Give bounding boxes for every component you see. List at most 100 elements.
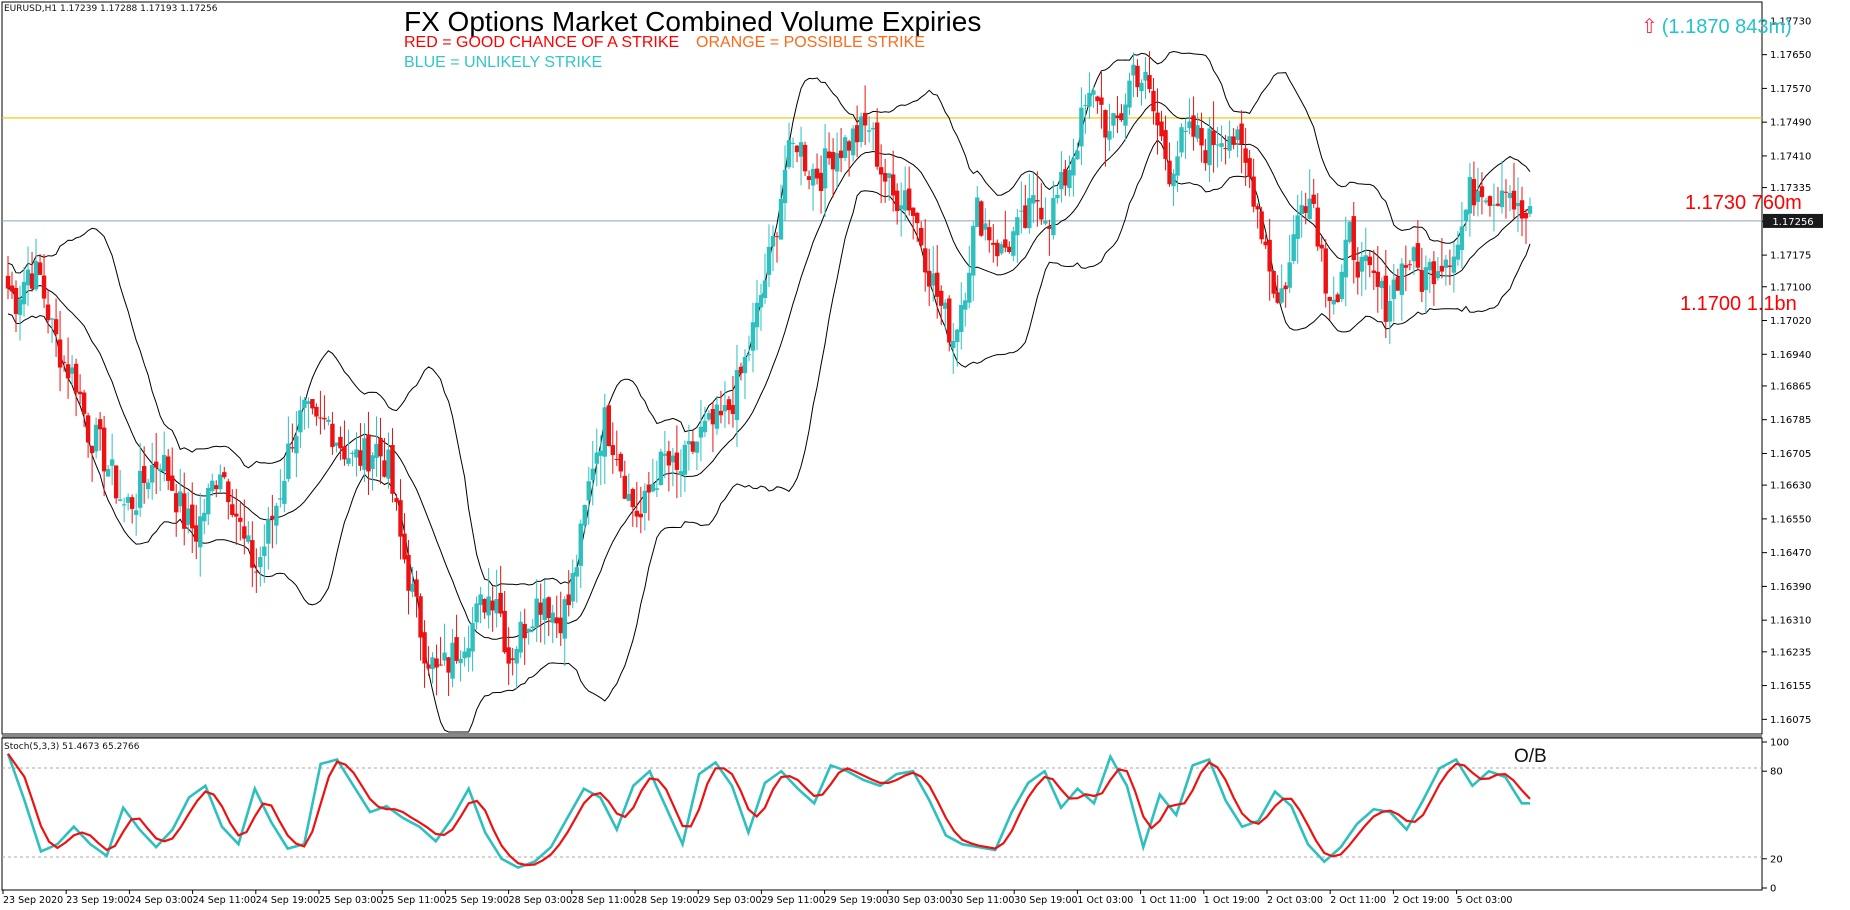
bb-middle xyxy=(7,101,1531,640)
candle-body xyxy=(1479,186,1485,198)
candle-body xyxy=(286,443,291,479)
candle-body xyxy=(438,664,443,666)
last-price-tag xyxy=(1763,213,1823,228)
candle-body xyxy=(810,168,816,186)
candle-body xyxy=(1171,173,1176,187)
time-tick-label: 25 Sep 03:00 xyxy=(319,895,382,906)
time-tick-label: 1 Oct 03:00 xyxy=(1077,895,1133,906)
candle-body xyxy=(214,485,219,490)
candle-body xyxy=(586,481,591,501)
candle-body xyxy=(738,366,744,374)
candle-body xyxy=(1027,198,1032,229)
candle-body xyxy=(21,281,27,305)
candle-body xyxy=(1219,143,1224,147)
candle-body xyxy=(418,596,423,638)
candle-body xyxy=(338,436,343,449)
candle-body xyxy=(105,468,111,477)
candle-body xyxy=(1003,239,1008,248)
price-tick-label: 1.16865 xyxy=(1770,381,1811,392)
candle-body xyxy=(1203,150,1208,164)
time-tick-label: 5 Oct 03:00 xyxy=(1457,895,1513,906)
candle-body xyxy=(923,248,928,273)
candle-body xyxy=(706,413,712,420)
candle-body xyxy=(1067,169,1072,189)
stoch-tick-label: 100 xyxy=(1770,738,1789,749)
candle-body xyxy=(1471,179,1477,206)
candle-body xyxy=(822,148,828,189)
candle-body xyxy=(1423,267,1429,291)
candle-body xyxy=(274,505,279,526)
candle-body xyxy=(902,190,908,211)
time-tick-label: 25 Sep 11:00 xyxy=(382,895,445,906)
candle-body xyxy=(1455,244,1461,260)
candle-body xyxy=(166,456,171,481)
candle-body xyxy=(266,518,271,544)
candle-body xyxy=(1011,231,1016,256)
candle-body xyxy=(170,475,175,491)
candle-body xyxy=(1327,296,1332,301)
candle-body xyxy=(1503,191,1509,193)
candle-body xyxy=(582,505,587,526)
candle-body xyxy=(49,318,55,320)
time-tick-label: 1 Oct 19:00 xyxy=(1204,895,1260,906)
candle-body xyxy=(178,491,183,507)
time-tick-label: 23 Sep 19:00 xyxy=(66,895,129,906)
candle-body xyxy=(73,363,79,393)
candle-body xyxy=(1047,226,1052,229)
stochastic-lines xyxy=(6,753,1531,870)
candle-body xyxy=(1123,104,1128,126)
candle-body xyxy=(1359,256,1364,272)
candle-body xyxy=(137,470,143,508)
bb-lower xyxy=(7,139,1531,733)
candle-body xyxy=(1283,285,1288,290)
candle-body xyxy=(690,441,696,452)
stoch-panel: 100 80 20 0 xyxy=(1,737,1789,895)
candle-body xyxy=(882,173,888,182)
candle-body xyxy=(218,474,223,490)
candle-body xyxy=(874,122,880,167)
time-tick-label: 29 Sep 19:00 xyxy=(825,895,888,906)
price-tick-label: 1.17100 xyxy=(1770,282,1811,293)
up-arrow-icon: ⇧ xyxy=(1641,16,1658,38)
candle-body xyxy=(766,246,772,275)
candle-body xyxy=(838,150,844,159)
candle-body xyxy=(1139,82,1144,92)
candle-body xyxy=(1247,158,1252,177)
candle-body xyxy=(1107,131,1112,140)
candle-body xyxy=(226,481,231,503)
candle-body xyxy=(1415,243,1421,268)
candle-body xyxy=(1175,156,1180,176)
candle-body xyxy=(1059,172,1064,190)
candle-body xyxy=(318,417,323,419)
candle-body xyxy=(1075,150,1080,160)
candle-body xyxy=(1191,115,1196,137)
candle-body xyxy=(522,623,527,639)
candle-body xyxy=(826,151,832,159)
candle-body xyxy=(33,261,39,290)
candle-body xyxy=(935,272,940,297)
candle-body xyxy=(125,496,131,503)
candle-body xyxy=(250,540,255,568)
candle-body xyxy=(987,227,992,241)
candle-body xyxy=(614,459,619,461)
price-tick-label: 1.17490 xyxy=(1770,118,1811,129)
stoch-main-line xyxy=(6,753,1530,870)
candle-body xyxy=(910,207,916,216)
candle-body xyxy=(109,459,115,466)
candle-body xyxy=(662,453,668,456)
candle-body xyxy=(1407,264,1413,266)
candle-body xyxy=(1323,248,1328,294)
candle-body xyxy=(53,319,59,335)
candle-body xyxy=(694,441,700,453)
candle-body xyxy=(1083,104,1088,106)
candle-body xyxy=(254,571,259,573)
candle-body xyxy=(566,594,571,606)
candle-body xyxy=(1099,97,1104,105)
candle-body xyxy=(1115,115,1120,119)
candle-body xyxy=(722,405,728,412)
price-tick-label: 1.17020 xyxy=(1770,316,1811,327)
candle-body xyxy=(314,406,319,417)
candle-body xyxy=(414,579,419,597)
candle-body xyxy=(1291,234,1296,262)
stoch-tick-label: 0 xyxy=(1770,884,1776,895)
